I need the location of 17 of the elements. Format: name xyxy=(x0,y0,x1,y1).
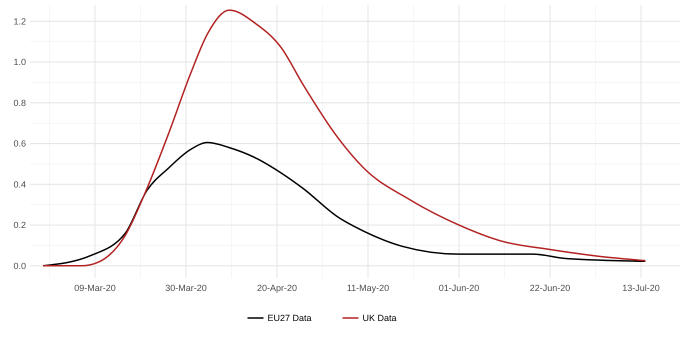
y-tick-label: 1.0 xyxy=(13,57,26,68)
y-tick-label: 0.4 xyxy=(13,179,26,190)
x-tick-label: 09-Mar-20 xyxy=(74,283,116,293)
line-series xyxy=(42,9,646,267)
y-tick-label: 0.8 xyxy=(13,98,26,108)
legend-label: UK Data xyxy=(362,313,397,324)
x-tick-label: 22-Jun-20 xyxy=(530,283,570,293)
x-tick-label: 11-May-20 xyxy=(346,283,390,293)
y-tick-label: 1.2 xyxy=(13,16,26,26)
legend-label: EU27 Data xyxy=(268,313,312,324)
x-tick-label: 30-Mar-20 xyxy=(165,283,207,293)
x-tick-label: 01-Jun-20 xyxy=(438,283,480,293)
y-tick-label: 0.0 xyxy=(13,260,26,271)
x-tick-label: 20-Apr-20 xyxy=(256,283,298,293)
y-tick-label: 0.2 xyxy=(13,220,26,230)
y-tick-label: 0.6 xyxy=(13,138,26,149)
x-tick-label: 13-Jul-20 xyxy=(622,283,660,293)
